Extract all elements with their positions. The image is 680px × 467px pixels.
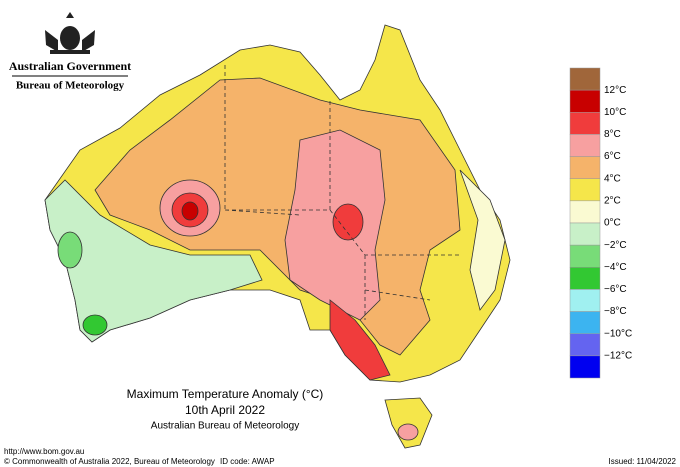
australia-map: [44, 24, 511, 449]
issued: Issued: 11/04/2022: [609, 457, 677, 466]
legend-swatch: [569, 222, 601, 246]
legend-label: −12°C: [604, 350, 632, 361]
legend-label: 6°C: [604, 151, 621, 162]
anomaly-10-west: [181, 201, 199, 221]
url: http://www.bom.gov.au: [4, 447, 84, 456]
legend-swatch: [569, 178, 601, 202]
legend-swatch: [569, 156, 601, 179]
legend-label: −10°C: [604, 328, 632, 339]
legend: 12°C 10°C 8°C 6°C 4°C 2°C 0°C −2°C −4°C −6°C −8°C −…: [569, 67, 632, 379]
anomaly-0: [459, 169, 506, 311]
legend-swatch: [569, 267, 601, 290]
legend-label: 8°C: [604, 129, 621, 140]
anomaly-negative-sw: [44, 179, 263, 343]
anomaly-8-central: [332, 203, 364, 241]
legend-swatch: [569, 200, 601, 224]
bureau-name: Bureau of Meteorology: [16, 80, 125, 92]
legend-swatch: [569, 333, 601, 357]
id-code: ID code: AWAP: [220, 457, 275, 466]
legend-label: −6°C: [604, 284, 627, 295]
state-borders: [224, 65, 460, 320]
tasmania-6: [397, 423, 419, 441]
title: Maximum Temperature Anomaly (°C): [127, 387, 324, 401]
source: Australian Bureau of Meteorology: [151, 421, 299, 432]
copyright: © Commonwealth of Australia 2022, Bureau…: [4, 457, 215, 466]
legend-swatch: [569, 134, 601, 157]
legend-label: −8°C: [604, 306, 627, 317]
legend-label: −4°C: [604, 262, 627, 273]
legend-label: 10°C: [604, 107, 626, 118]
legend-label: 2°C: [604, 195, 621, 206]
legend-swatch: [569, 89, 601, 113]
legend-swatch: [569, 67, 601, 91]
legend-swatch: [569, 244, 601, 268]
anomaly-minus2: [57, 231, 83, 269]
legend-swatch: [569, 112, 601, 135]
legend-swatch: [569, 355, 601, 379]
emblem: [45, 12, 95, 54]
tasmania: [384, 397, 433, 449]
date: 10th April 2022: [185, 403, 265, 417]
anomaly-8-south: [329, 299, 391, 381]
legend-label: 0°C: [604, 218, 621, 229]
government-name: Australian Government: [9, 59, 131, 73]
legend-swatch: [569, 289, 601, 312]
legend-label: 12°C: [604, 85, 626, 96]
anomaly-minus4: [82, 314, 108, 336]
legend-swatch: [569, 311, 601, 334]
legend-label: −2°C: [604, 240, 627, 251]
legend-label: 4°C: [604, 173, 621, 184]
